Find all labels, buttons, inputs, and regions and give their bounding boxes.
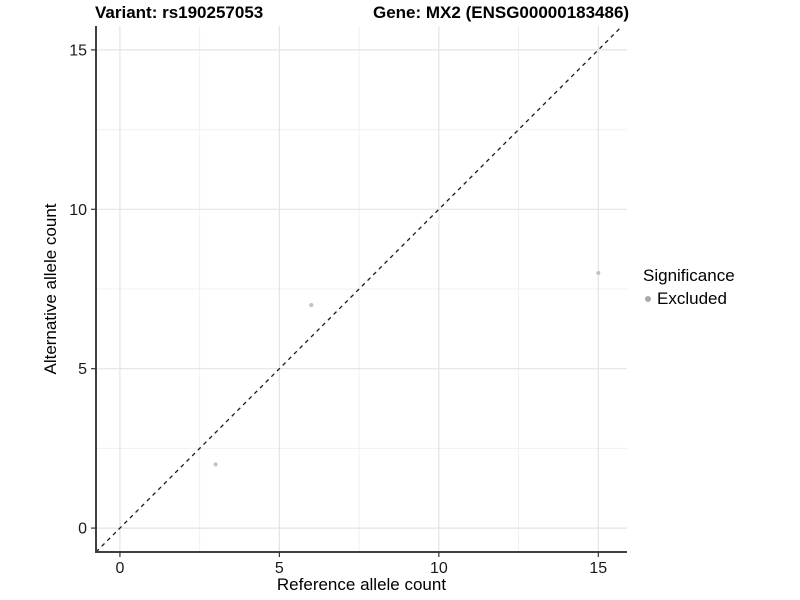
legend-item-excluded: Excluded bbox=[641, 289, 735, 309]
y-tick-label: 5 bbox=[78, 361, 87, 378]
variant-title: Variant: rs190257053 bbox=[95, 3, 264, 22]
y-tick-label: 10 bbox=[69, 202, 87, 219]
x-axis-title: Reference allele count bbox=[276, 575, 447, 594]
legend: Significance Excluded bbox=[641, 266, 735, 309]
gene-title: Gene: MX2 (ENSG00000183486) bbox=[373, 3, 630, 22]
x-tick-label: 5 bbox=[275, 560, 284, 577]
excluded-point-icon bbox=[645, 296, 651, 302]
legend-item-label: Excluded bbox=[657, 289, 727, 308]
data-point bbox=[596, 271, 601, 276]
x-tick-label: 0 bbox=[115, 560, 124, 577]
legend-title: Significance bbox=[643, 266, 735, 285]
y-tick-label: 15 bbox=[69, 42, 87, 59]
y-axis-title: Alternative allele count bbox=[41, 203, 60, 375]
x-tick-label: 10 bbox=[430, 560, 448, 577]
data-point bbox=[309, 302, 314, 307]
y-tick-label: 0 bbox=[78, 521, 87, 538]
x-tick-label: 15 bbox=[589, 560, 607, 577]
data-point bbox=[213, 462, 218, 467]
